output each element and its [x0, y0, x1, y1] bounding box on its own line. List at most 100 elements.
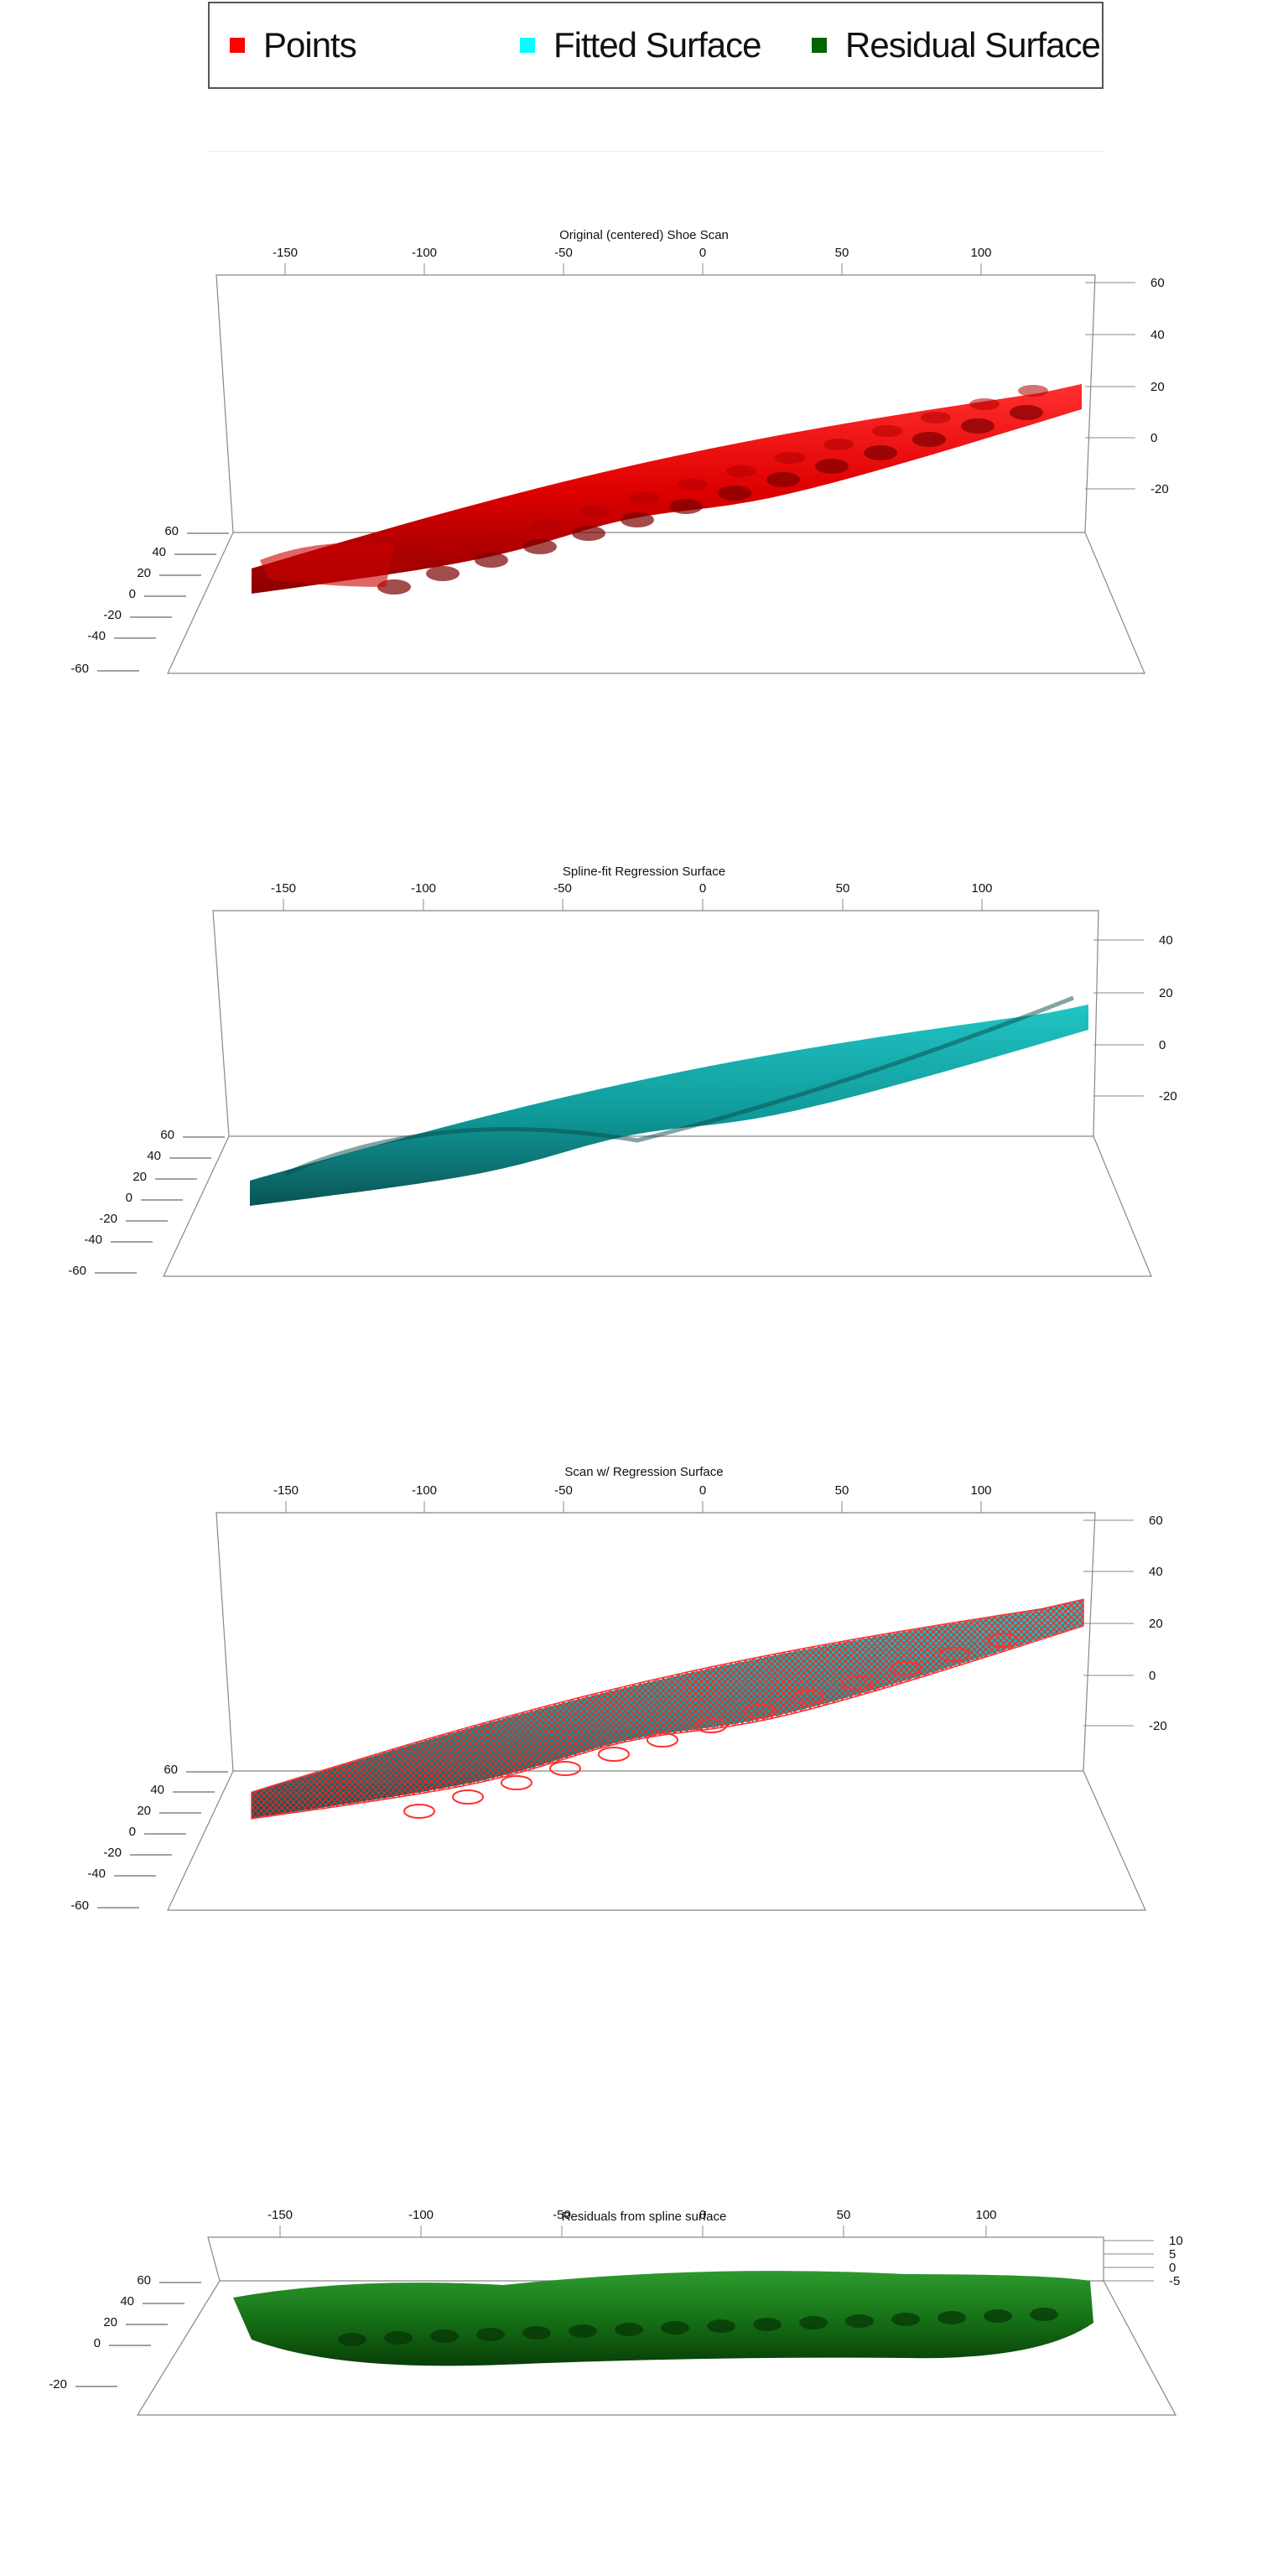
x-tick-label: 50: [836, 881, 850, 896]
scan-cell: [1010, 405, 1043, 420]
x-tick-label: 0: [699, 881, 706, 896]
y-tick-label: 60: [164, 1763, 178, 1777]
scan-cell: [434, 546, 465, 558]
scan-cell-overlay: [938, 1647, 970, 1662]
chart-panel-1: Original (centered) Shoe Scan -150 -100 -50…: [70, 228, 1168, 676]
plot-box-floor: [163, 1135, 1152, 1277]
scan-cell: [572, 526, 605, 541]
residual-cell: [615, 2323, 643, 2336]
z-tick-label: 40: [1150, 328, 1165, 342]
x-tick-label: 0: [699, 1483, 706, 1498]
legend-label-fitted-surface: Fitted Surface: [553, 25, 761, 65]
x-tick-label: 100: [975, 2208, 996, 2222]
plot-box-floor: [167, 532, 1145, 674]
y-tick-label: -60: [68, 1264, 86, 1278]
scan-cell-overlay: [452, 1789, 484, 1805]
x-tick-label: -100: [408, 2208, 434, 2222]
heel-mesh: [260, 543, 394, 587]
z-tick-label: 5: [1169, 2247, 1176, 2262]
scan-cell: [969, 398, 1000, 410]
x-tick-label: 50: [837, 2208, 851, 2222]
y-tick-label: 0: [126, 1191, 132, 1205]
residual-cell: [984, 2309, 1012, 2323]
residual-cell: [661, 2321, 689, 2334]
scan-cell-overlay: [744, 1704, 776, 1719]
x-tick-label: -150: [271, 881, 296, 896]
z-tick-label: -20: [1159, 1089, 1177, 1104]
x-tick-label: -100: [411, 881, 436, 896]
z-tick-label: 40: [1159, 933, 1173, 948]
scan-cell: [961, 418, 995, 434]
y-tick-label: 60: [137, 2273, 151, 2288]
residual-cell: [522, 2326, 551, 2340]
z-tick-label: 0: [1150, 431, 1157, 445]
z-tick-label: 10: [1169, 2234, 1183, 2248]
scan-cell: [523, 539, 557, 554]
y-tick-label: 40: [152, 545, 166, 559]
plot-box-back: [216, 1512, 1096, 1772]
scan-cell: [386, 559, 416, 571]
x-tick-label: -150: [267, 2208, 293, 2222]
chart-panel-4: Residuals from spline surface-150 -100 -50…: [49, 2208, 1183, 2416]
x-tick-label: -100: [412, 1483, 437, 1498]
scan-cell-overlay: [841, 1675, 873, 1690]
chart-panel-2: Spline-fit Regression Surface -150 -100 -50…: [68, 865, 1176, 1278]
plot-box-back: [207, 2236, 1104, 2282]
scan-cell: [532, 519, 562, 531]
legend-label-points: Points: [263, 25, 357, 65]
chart-title: Spline-fit Regression Surface: [563, 865, 725, 879]
y-tick-label: -20: [99, 1212, 117, 1226]
scan-cell: [921, 412, 951, 423]
y-tick-label: 0: [94, 2336, 101, 2350]
scan-cell-overlay: [549, 1761, 581, 1776]
scan-cell: [426, 566, 460, 581]
residual-cell: [1030, 2308, 1058, 2321]
x-tick-label: 0: [699, 2208, 706, 2222]
scan-cell: [718, 486, 751, 501]
scan-cell: [1018, 385, 1048, 397]
chart-title: Residuals from spline surface: [562, 2210, 727, 2224]
legend-item-fitted-surface: Fitted Surface: [520, 3, 761, 87]
x-tick-label: -150: [273, 1483, 299, 1498]
y-tick-label: -20: [103, 608, 122, 622]
x-tick-label: 100: [970, 1483, 991, 1498]
scan-cell: [621, 512, 654, 527]
residual-cell: [799, 2316, 828, 2329]
residual-cell: [891, 2313, 920, 2326]
fitted-surface: [250, 1004, 1088, 1206]
residual-cell: [569, 2324, 597, 2338]
scan-cell: [475, 553, 508, 568]
scan-points-overlay: [251, 1598, 1084, 1820]
z-tick-label: 20: [1159, 986, 1173, 1000]
legend-swatch-fitted-surface: [520, 38, 535, 53]
residual-cell: [937, 2311, 966, 2324]
scan-cell: [815, 459, 849, 474]
legend-item-residual-surface: Residual Surface: [812, 3, 1101, 87]
scan-cell: [864, 445, 897, 460]
x-tick-label: 50: [835, 246, 849, 260]
z-tick-label: 0: [1159, 1038, 1166, 1052]
y-tick-label: 40: [147, 1149, 161, 1163]
scan-cell: [823, 439, 854, 450]
scan-cell-overlay: [501, 1775, 532, 1790]
residual-cell: [384, 2331, 413, 2345]
scan-cell-overlay: [695, 1718, 727, 1733]
y-tick-label: -40: [84, 1233, 102, 1247]
y-tick-label: 60: [160, 1128, 174, 1142]
chart-title: Original (centered) Shoe Scan: [559, 228, 729, 242]
y-tick-label: 20: [103, 2315, 117, 2329]
scan-cell-overlay: [598, 1747, 630, 1762]
scan-cell-overlay: [647, 1732, 678, 1748]
residual-cell: [430, 2329, 459, 2343]
legend-separator: [208, 151, 1105, 152]
z-tick-label: 20: [1150, 380, 1165, 394]
y-tick-label: -40: [87, 629, 106, 643]
scan-cell: [669, 499, 703, 514]
scan-cell: [912, 432, 946, 447]
y-tick-label: 60: [164, 524, 179, 538]
scan-cell: [580, 506, 610, 517]
z-tick-label: 20: [1149, 1617, 1163, 1631]
x-tick-label: -50: [554, 1483, 573, 1498]
residual-cell: [753, 2318, 782, 2331]
